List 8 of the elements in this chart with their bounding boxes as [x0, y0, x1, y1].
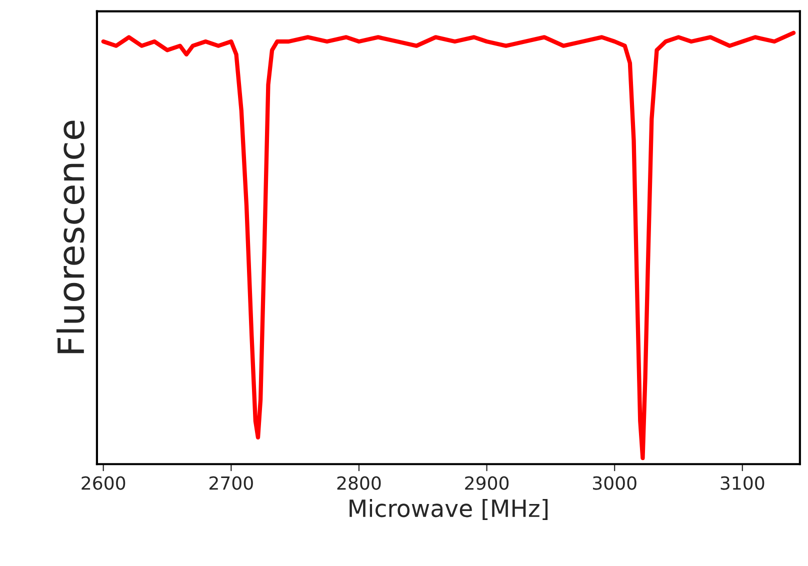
- x-tick-label: 2900: [465, 476, 509, 490]
- x-tick-label: 3000: [592, 476, 636, 490]
- x-tick-label: 2800: [337, 476, 381, 490]
- x-axis-title: Microwave [MHz]: [350, 498, 548, 520]
- y-axis-title: Fluorescence: [56, 120, 84, 354]
- x-tick-label: 2600: [82, 476, 126, 490]
- x-tick-label: 3100: [720, 476, 764, 490]
- x-tick-label: 2700: [210, 476, 253, 490]
